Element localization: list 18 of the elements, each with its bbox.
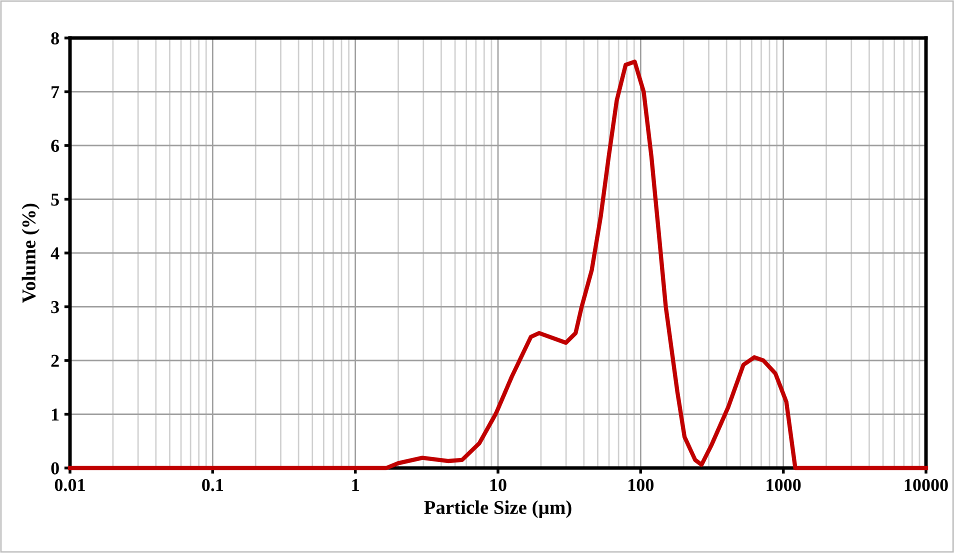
- x-axis-title: Particle Size (µm): [424, 500, 572, 518]
- y-tick-label: 1: [52, 408, 59, 421]
- x-tick-label: 1: [352, 479, 359, 491]
- y-tick-label: 8: [51, 32, 59, 44]
- x-tick-label: 0.1: [202, 478, 224, 492]
- y-tick-label: 5: [51, 194, 59, 206]
- y-tick-label: 0: [51, 462, 59, 474]
- y-tick-label: 2: [51, 354, 59, 367]
- x-tick-label: 10000: [904, 478, 948, 492]
- x-tick-label: 10: [490, 478, 506, 492]
- x-tick-label: 0.01: [54, 478, 85, 492]
- y-tick-label: 7: [52, 86, 60, 98]
- y-tick-label: 6: [51, 140, 60, 152]
- x-tick-label: 1000: [766, 478, 801, 492]
- y-tick-label: 3: [51, 301, 59, 314]
- x-tick-label: 100: [628, 478, 654, 492]
- y-tick-label: 4: [50, 247, 60, 260]
- y-axis-title: Volume (%): [22, 204, 40, 303]
